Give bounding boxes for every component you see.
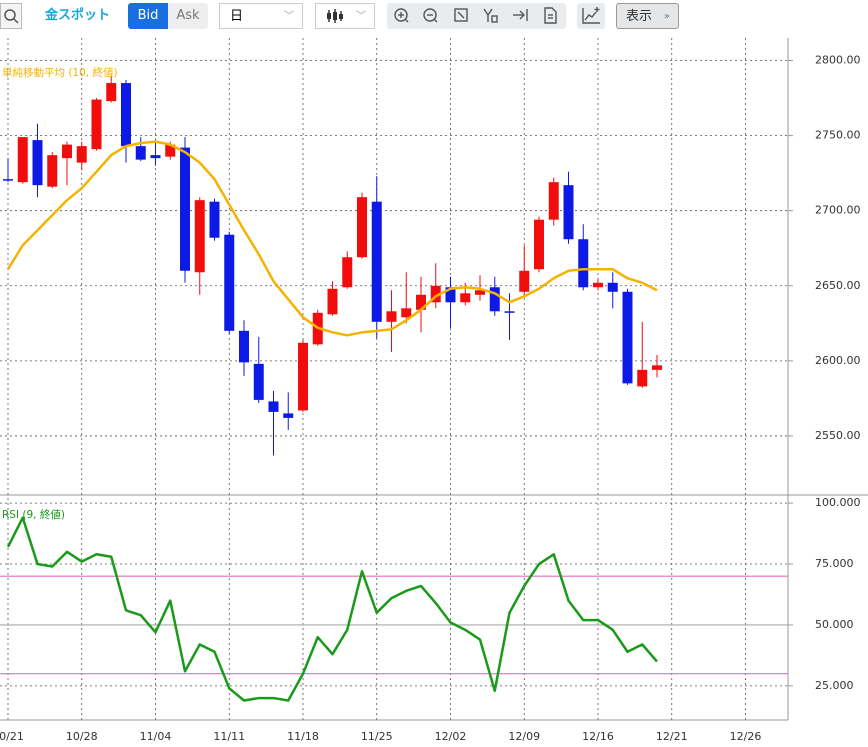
candle-body — [578, 239, 589, 288]
x-tick-label: 10/28 — [66, 730, 98, 743]
candle-body — [652, 365, 662, 370]
y-tick-label: 2650.00 — [815, 279, 861, 292]
chart-type-select[interactable]: ﹀ — [315, 3, 375, 29]
candle-body — [47, 155, 58, 187]
candle-body — [32, 140, 43, 186]
dropdown-arrow: ﹀ — [284, 11, 294, 22]
candle-body — [209, 201, 220, 238]
candle-body — [121, 83, 131, 147]
dropdown-arrow: » — [663, 11, 670, 22]
candle-body — [416, 294, 426, 310]
y-tick-label: 2800.00 — [815, 54, 861, 67]
candle-body — [3, 179, 13, 181]
tool-group — [387, 3, 566, 29]
x-tick-label: 12/26 — [730, 730, 762, 743]
candle-body — [135, 146, 146, 160]
rsi-line — [6, 516, 658, 702]
candle-body — [622, 291, 633, 384]
toolbar: 金スポット Bid Ask 日 ﹀ ﹀ 表示» — [0, 0, 868, 34]
display-button[interactable]: 表示 » — [616, 3, 679, 29]
instrument-name[interactable]: 金スポット — [45, 8, 111, 23]
x-tick-label: 12/09 — [508, 730, 540, 743]
y-tick-label: 2550.00 — [815, 429, 861, 442]
y-tick-label: 25.000 — [815, 679, 854, 692]
x-tick-label: 11/04 — [140, 730, 172, 743]
display-label: 表示 — [626, 9, 653, 24]
candle-body — [593, 282, 603, 288]
period-label: 日 — [230, 9, 244, 24]
x-tick-label: 10/21 — [0, 730, 24, 743]
overlay-label: 単純移動平均 (10, 終値) — [2, 66, 118, 79]
search-button[interactable] — [0, 3, 22, 29]
candle-body — [607, 282, 618, 292]
candle-body — [224, 234, 235, 331]
candle-body — [637, 369, 648, 387]
candle-body — [504, 311, 515, 313]
candle-body — [150, 155, 161, 159]
y-tick-label: 100.000 — [815, 496, 861, 509]
candle-body — [430, 285, 441, 303]
candle-body — [342, 257, 353, 288]
tool-icons[interactable] — [387, 3, 566, 29]
candle-body — [180, 147, 190, 271]
candle-body — [62, 144, 72, 159]
indicator-icon — [582, 7, 600, 24]
period-select[interactable]: 日 ﹀ — [219, 3, 303, 29]
candle-body — [298, 342, 308, 411]
y-tick-label: 2600.00 — [815, 354, 861, 367]
x-tick-label: 11/11 — [213, 730, 245, 743]
indicator-button[interactable] — [577, 3, 605, 29]
candle-body — [460, 293, 471, 303]
candle-body — [253, 363, 264, 400]
candle-body — [91, 99, 102, 150]
search-icon — [4, 9, 19, 24]
candle-body — [283, 413, 294, 418]
candle-body — [327, 288, 338, 315]
candle-body — [106, 83, 117, 102]
x-tick-label: 12/02 — [435, 730, 467, 743]
candle-body — [371, 201, 382, 322]
candle-body — [76, 146, 87, 163]
candle-body — [194, 200, 205, 273]
x-tick-label: 12/21 — [656, 730, 688, 743]
candle-body — [386, 311, 397, 322]
y-tick-label: 2700.00 — [815, 204, 861, 217]
y-tick-label: 2750.00 — [815, 129, 861, 142]
chart: 10/21 10/28 11/04 11/11 11/18 11/25 12/02 12/09… — [0, 38, 868, 743]
bid-button[interactable]: Bid — [128, 3, 168, 29]
candle-body — [534, 219, 544, 270]
candle-body — [519, 270, 530, 292]
candle-body — [401, 308, 412, 318]
dropdown-arrow: ﹀ — [356, 11, 366, 22]
candle-body — [165, 144, 176, 157]
candle-body — [475, 290, 485, 295]
x-tick-label: 11/25 — [361, 730, 393, 743]
series-label: RSI (9, 終値) — [2, 508, 65, 521]
x-tick-label: 12/16 — [582, 730, 614, 743]
y-tick-label: 50.000 — [815, 618, 854, 631]
candle-body — [239, 330, 249, 363]
candle-body — [548, 182, 559, 220]
ask-button[interactable]: Ask — [168, 3, 208, 29]
candle-body — [489, 287, 500, 312]
candle-body — [17, 137, 28, 183]
candle-icon — [327, 9, 343, 23]
moving-average-line — [6, 140, 658, 337]
x-tick-label: 11/18 — [287, 730, 319, 743]
candle-body — [445, 287, 456, 303]
candle-body — [563, 185, 574, 240]
candle-body — [268, 401, 279, 412]
y-tick-label: 75.000 — [815, 557, 854, 570]
candle-body — [357, 197, 367, 258]
